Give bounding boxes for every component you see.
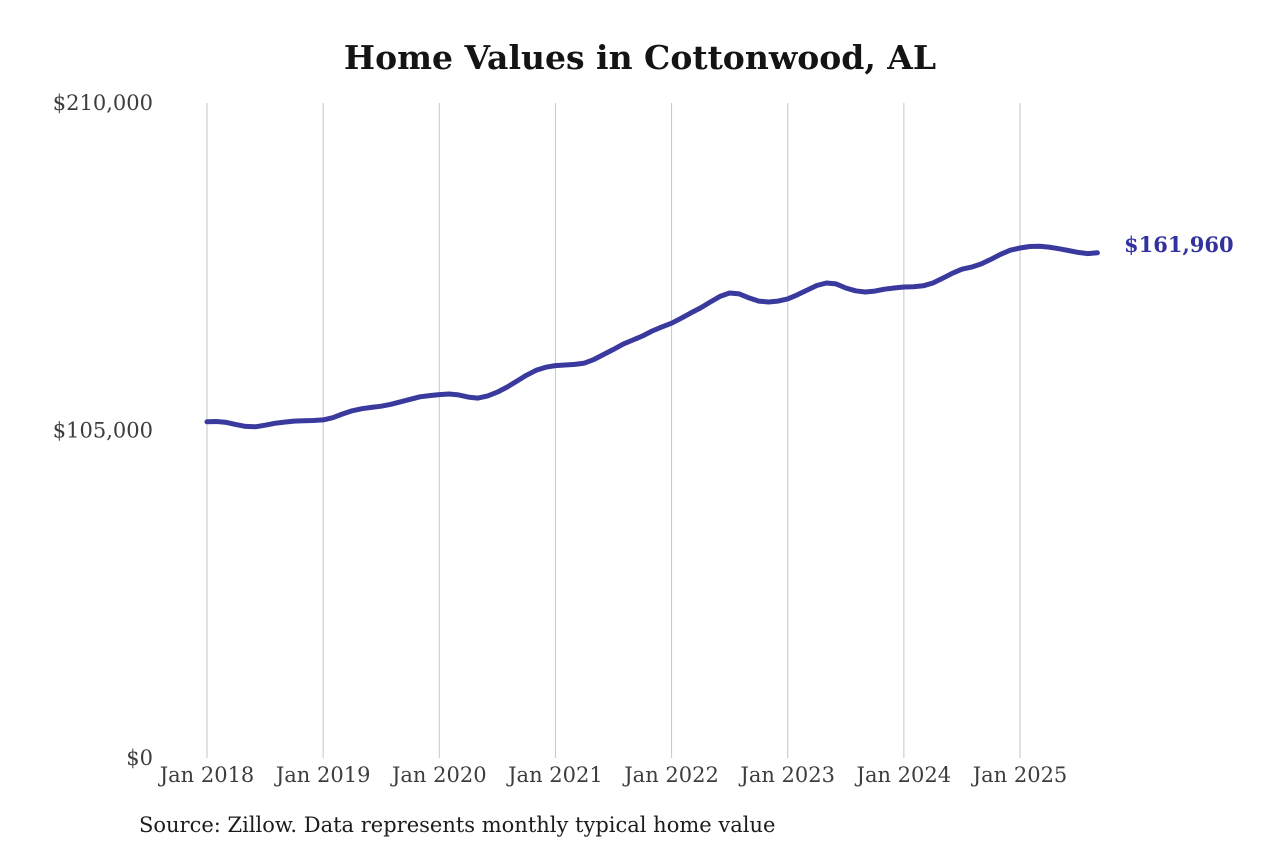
- x-tick-label: Jan 2020: [390, 763, 487, 787]
- chart-title: Home Values in Cottonwood, AL: [343, 38, 937, 77]
- x-tick-label: Jan 2024: [855, 763, 952, 787]
- x-tick-label: Jan 2021: [506, 763, 603, 787]
- x-tick-label: Jan 2019: [274, 763, 371, 787]
- y-tick-label: $210,000: [53, 91, 153, 115]
- value-line: [204, 243, 1100, 430]
- x-tick-label: Jan 2022: [622, 763, 719, 787]
- y-tick-label: $0: [126, 746, 153, 770]
- source-note: Source: Zillow. Data represents monthly …: [139, 813, 776, 837]
- x-tick-label: Jan 2025: [971, 763, 1068, 787]
- latest-value-label: $161,960: [1124, 231, 1234, 257]
- y-tick-label: $105,000: [53, 419, 153, 443]
- x-tick-label: Jan 2023: [738, 763, 835, 787]
- x-tick-label: Jan 2018: [158, 763, 255, 787]
